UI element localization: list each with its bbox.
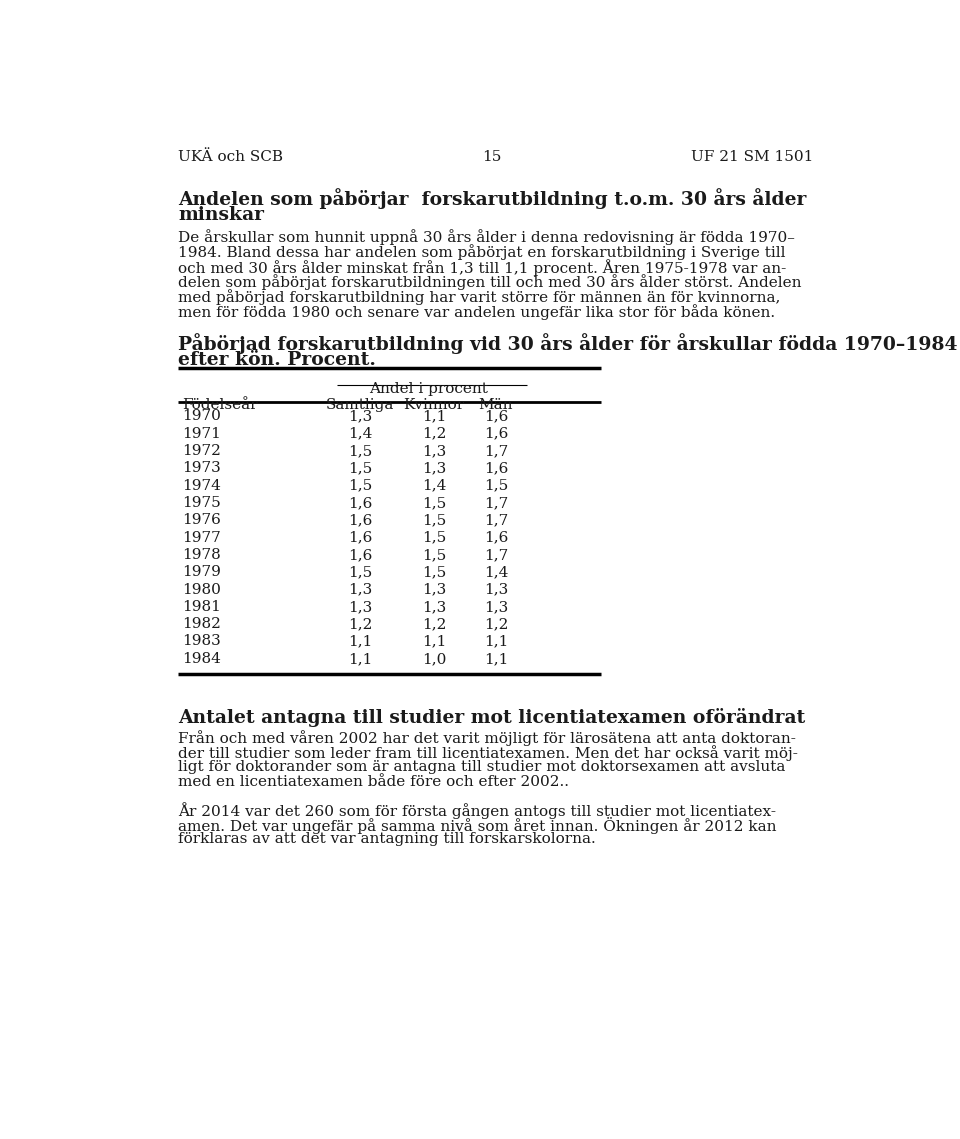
Text: Män: Män xyxy=(479,398,514,411)
Text: 1983: 1983 xyxy=(182,634,221,648)
Text: 1,1: 1,1 xyxy=(348,652,372,666)
Text: UKÄ och SCB: UKÄ och SCB xyxy=(179,149,283,164)
Text: 1,7: 1,7 xyxy=(484,548,508,562)
Text: 1975: 1975 xyxy=(182,495,221,510)
Text: 1979: 1979 xyxy=(182,565,221,580)
Text: 1,2: 1,2 xyxy=(348,617,372,631)
Text: 1,1: 1,1 xyxy=(421,634,446,648)
Text: 1,3: 1,3 xyxy=(421,582,446,597)
Text: 1,0: 1,0 xyxy=(421,652,446,666)
Text: 1,6: 1,6 xyxy=(484,409,508,424)
Text: Kvinnor: Kvinnor xyxy=(403,398,465,411)
Text: 1,1: 1,1 xyxy=(348,634,372,648)
Text: 1973: 1973 xyxy=(182,461,221,475)
Text: 1981: 1981 xyxy=(182,600,221,614)
Text: Antalet antagna till studier mot licentiatexamen oförändrat: Antalet antagna till studier mot licenti… xyxy=(179,708,805,728)
Text: 1,5: 1,5 xyxy=(348,461,372,475)
Text: 1,5: 1,5 xyxy=(421,531,446,544)
Text: 1972: 1972 xyxy=(182,444,221,458)
Text: 1,7: 1,7 xyxy=(484,514,508,527)
Text: ligt för doktorander som är antagna till studier mot doktorsexamen att avsluta: ligt för doktorander som är antagna till… xyxy=(179,760,785,775)
Text: 1976: 1976 xyxy=(182,514,221,527)
Text: 1,5: 1,5 xyxy=(421,565,446,580)
Text: Påbörjad forskarutbildning vid 30 års ålder för årskullar födda 1970–1984: Påbörjad forskarutbildning vid 30 års ål… xyxy=(179,333,958,354)
Text: 1,3: 1,3 xyxy=(421,600,446,614)
Text: 1,2: 1,2 xyxy=(484,617,508,631)
Text: 1,5: 1,5 xyxy=(421,514,446,527)
Text: 1,5: 1,5 xyxy=(348,565,372,580)
Text: med påbörjad forskarutbildning har varit större för männen än för kvinnorna,: med påbörjad forskarutbildning har varit… xyxy=(179,289,780,305)
Text: 1,6: 1,6 xyxy=(348,531,372,544)
Text: 1,3: 1,3 xyxy=(348,409,372,424)
Text: År 2014 var det 260 som för första gången antogs till studier mot licentiatex-: År 2014 var det 260 som för första gånge… xyxy=(179,802,776,819)
Text: 1977: 1977 xyxy=(182,531,221,544)
Text: 1971: 1971 xyxy=(182,427,221,441)
Text: 1,5: 1,5 xyxy=(484,478,508,492)
Text: Andelen som påbörjar  forskarutbildning t.o.m. 30 års ålder: Andelen som påbörjar forskarutbildning t… xyxy=(179,188,806,210)
Text: 1,4: 1,4 xyxy=(484,565,508,580)
Text: 1,7: 1,7 xyxy=(484,495,508,510)
Text: 1982: 1982 xyxy=(182,617,221,631)
Text: 1,6: 1,6 xyxy=(348,495,372,510)
Text: 15: 15 xyxy=(482,149,502,164)
Text: De årskullar som hunnit uppnå 30 års ålder i denna redovisning är födda 1970–: De årskullar som hunnit uppnå 30 års åld… xyxy=(179,229,795,245)
Text: men för födda 1980 och senare var andelen ungefär lika stor för båda könen.: men för födda 1980 och senare var andele… xyxy=(179,304,776,320)
Text: 1,5: 1,5 xyxy=(421,495,446,510)
Text: förklaras av att det var antagning till forskarskolorna.: förklaras av att det var antagning till … xyxy=(179,833,596,846)
Text: 1,3: 1,3 xyxy=(484,600,508,614)
Text: amen. Det var ungefär på samma nivå som året innan. Ökningen år 2012 kan: amen. Det var ungefär på samma nivå som … xyxy=(179,818,777,835)
Text: der till studier som leder fram till licentiatexamen. Men det har också varit mö: der till studier som leder fram till lic… xyxy=(179,745,798,761)
Text: minskar: minskar xyxy=(179,206,264,224)
Text: Samtliga: Samtliga xyxy=(326,398,395,411)
Text: 1,1: 1,1 xyxy=(484,652,508,666)
Text: 1,4: 1,4 xyxy=(348,427,372,441)
Text: 1,6: 1,6 xyxy=(348,548,372,562)
Text: 1,6: 1,6 xyxy=(348,514,372,527)
Text: 1,6: 1,6 xyxy=(484,427,508,441)
Text: 1,6: 1,6 xyxy=(484,531,508,544)
Text: 1,5: 1,5 xyxy=(421,548,446,562)
Text: 1,5: 1,5 xyxy=(348,478,372,492)
Text: Andel i procent: Andel i procent xyxy=(369,382,488,395)
Text: 1,3: 1,3 xyxy=(348,582,372,597)
Text: 1,3: 1,3 xyxy=(421,444,446,458)
Text: 1970: 1970 xyxy=(182,409,221,424)
Text: UF 21 SM 1501: UF 21 SM 1501 xyxy=(691,149,814,164)
Text: 1,2: 1,2 xyxy=(421,427,446,441)
Text: 1,7: 1,7 xyxy=(484,444,508,458)
Text: delen som påbörjat forskarutbildningen till och med 30 års ålder störst. Andelen: delen som påbörjat forskarutbildningen t… xyxy=(179,274,802,290)
Text: med en licentiatexamen både före och efter 2002..: med en licentiatexamen både före och eft… xyxy=(179,775,569,789)
Text: Från och med våren 2002 har det varit möjligt för lärosätena att anta doktoran-: Från och med våren 2002 har det varit mö… xyxy=(179,730,796,746)
Text: Födelseår: Födelseår xyxy=(182,398,257,411)
Text: 1,6: 1,6 xyxy=(484,461,508,475)
Text: 1,4: 1,4 xyxy=(421,478,446,492)
Text: 1,3: 1,3 xyxy=(348,600,372,614)
Text: 1984. Bland dessa har andelen som påbörjat en forskarutbildning i Sverige till: 1984. Bland dessa har andelen som påbörj… xyxy=(179,244,785,260)
Text: 1,5: 1,5 xyxy=(348,444,372,458)
Text: och med 30 års ålder minskat från 1,3 till 1,1 procent. Åren 1975-1978 var an-: och med 30 års ålder minskat från 1,3 ti… xyxy=(179,259,786,276)
Text: efter kön. Procent.: efter kön. Procent. xyxy=(179,351,376,369)
Text: 1,1: 1,1 xyxy=(421,409,446,424)
Text: 1980: 1980 xyxy=(182,582,221,597)
Text: 1984: 1984 xyxy=(182,652,221,666)
Text: 1,3: 1,3 xyxy=(421,461,446,475)
Text: 1978: 1978 xyxy=(182,548,221,562)
Text: 1,1: 1,1 xyxy=(484,634,508,648)
Text: 1974: 1974 xyxy=(182,478,221,492)
Text: 1,3: 1,3 xyxy=(484,582,508,597)
Text: 1,2: 1,2 xyxy=(421,617,446,631)
